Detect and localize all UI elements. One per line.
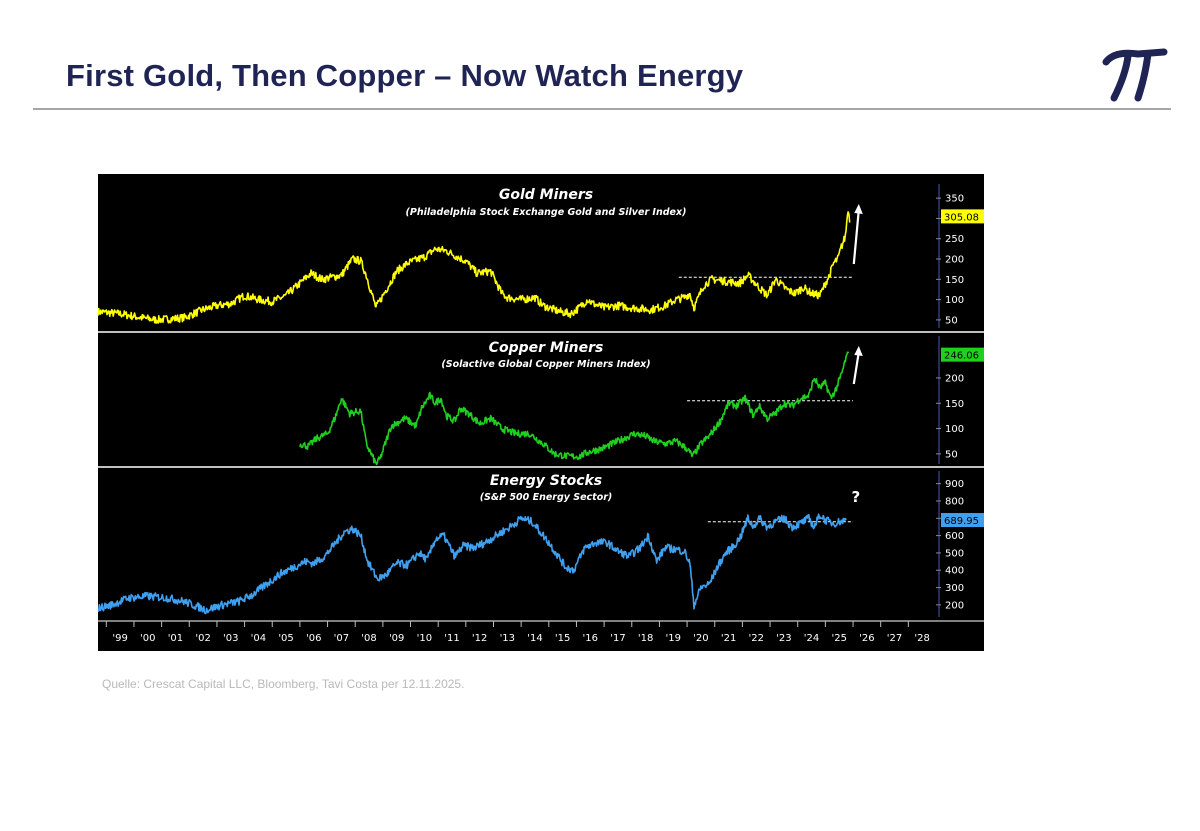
x-tick-label: '03 xyxy=(223,633,238,644)
last-value-badge xyxy=(941,209,984,224)
y-tick-label: 200 xyxy=(945,600,964,611)
y-tick-label: 900 xyxy=(945,479,964,490)
x-tick-label: '16 xyxy=(583,633,598,644)
last-value-label: 305.08 xyxy=(944,212,979,223)
x-tick-label: '04 xyxy=(251,633,266,644)
x-tick-label: '05 xyxy=(278,633,293,644)
source-note: Quelle: Crescat Capital LLC, Bloomberg, … xyxy=(102,677,465,691)
x-tick-label: '21 xyxy=(721,633,736,644)
y-tick-label: 100 xyxy=(945,295,964,306)
x-tick-label: '10 xyxy=(417,633,432,644)
panel-subtitle: (S&P 500 Energy Sector) xyxy=(480,492,613,503)
series-line xyxy=(98,211,851,324)
chart-panel: Gold Miners (Philadelphia Stock Exchange … xyxy=(98,174,984,651)
x-tick-label: '06 xyxy=(306,633,321,644)
x-tick-label: '19 xyxy=(666,633,681,644)
x-tick-label: '12 xyxy=(472,633,487,644)
y-tick-label: 150 xyxy=(945,399,964,410)
y-tick-label: 350 xyxy=(945,194,964,205)
x-tick-label: '02 xyxy=(195,633,210,644)
x-tick-label: '01 xyxy=(168,633,183,644)
x-tick-label: '99 xyxy=(112,633,127,644)
panel-title: Gold Miners xyxy=(499,187,593,203)
last-value-label: 689.95 xyxy=(944,516,979,527)
pi-logo xyxy=(1102,48,1168,102)
up-arrow-head xyxy=(854,204,863,214)
last-value-label: 246.06 xyxy=(944,351,979,362)
y-tick-label: 500 xyxy=(945,548,964,559)
x-tick-label: '07 xyxy=(334,633,349,644)
page-title: First Gold, Then Copper – Now Watch Ener… xyxy=(66,58,744,93)
series-line xyxy=(98,513,847,615)
x-tick-label: '20 xyxy=(693,633,708,644)
x-tick-label: '28 xyxy=(914,633,929,644)
stacked-line-chart: Gold Miners (Philadelphia Stock Exchange … xyxy=(98,184,984,644)
last-value-badge xyxy=(941,347,984,362)
up-arrow-head xyxy=(854,346,863,356)
panel-subtitle: (Solactive Global Copper Miners Index) xyxy=(441,359,650,370)
y-tick-label: 400 xyxy=(945,566,964,577)
y-tick-label: 200 xyxy=(945,373,964,384)
x-tick-label: '17 xyxy=(610,633,625,644)
x-tick-label: '11 xyxy=(444,633,459,644)
x-tick-label: '00 xyxy=(140,633,155,644)
y-tick-label: 800 xyxy=(945,496,964,507)
up-arrow-shaft xyxy=(852,209,860,265)
x-tick-label: '09 xyxy=(389,633,404,644)
up-arrow-shaft xyxy=(852,351,860,385)
series-line xyxy=(299,351,850,466)
y-tick-label: 50 xyxy=(945,315,958,326)
x-tick-label: '08 xyxy=(361,633,376,644)
panel-subtitle: (Philadelphia Stock Exchange Gold and Si… xyxy=(406,207,687,218)
y-tick-label: 50 xyxy=(945,449,958,460)
panel-title: Energy Stocks xyxy=(490,473,602,489)
title-divider xyxy=(33,108,1171,110)
x-tick-label: '26 xyxy=(859,633,874,644)
x-tick-label: '18 xyxy=(638,633,653,644)
x-tick-label: '24 xyxy=(804,633,819,644)
y-tick-label: 200 xyxy=(945,255,964,266)
y-tick-label: 600 xyxy=(945,531,964,542)
panel-title: Copper Miners xyxy=(489,340,604,356)
x-tick-label: '13 xyxy=(500,633,515,644)
x-tick-label: '27 xyxy=(887,633,902,644)
y-tick-label: 300 xyxy=(945,583,964,594)
x-tick-label: '23 xyxy=(776,633,791,644)
question-mark: ? xyxy=(851,488,860,506)
y-tick-label: 150 xyxy=(945,275,964,286)
last-value-badge xyxy=(941,513,984,528)
x-tick-label: '22 xyxy=(748,633,763,644)
x-tick-label: '15 xyxy=(555,633,570,644)
x-tick-label: '14 xyxy=(527,633,542,644)
y-tick-label: 100 xyxy=(945,424,964,435)
y-tick-label: 250 xyxy=(945,234,964,245)
x-tick-label: '25 xyxy=(831,633,846,644)
